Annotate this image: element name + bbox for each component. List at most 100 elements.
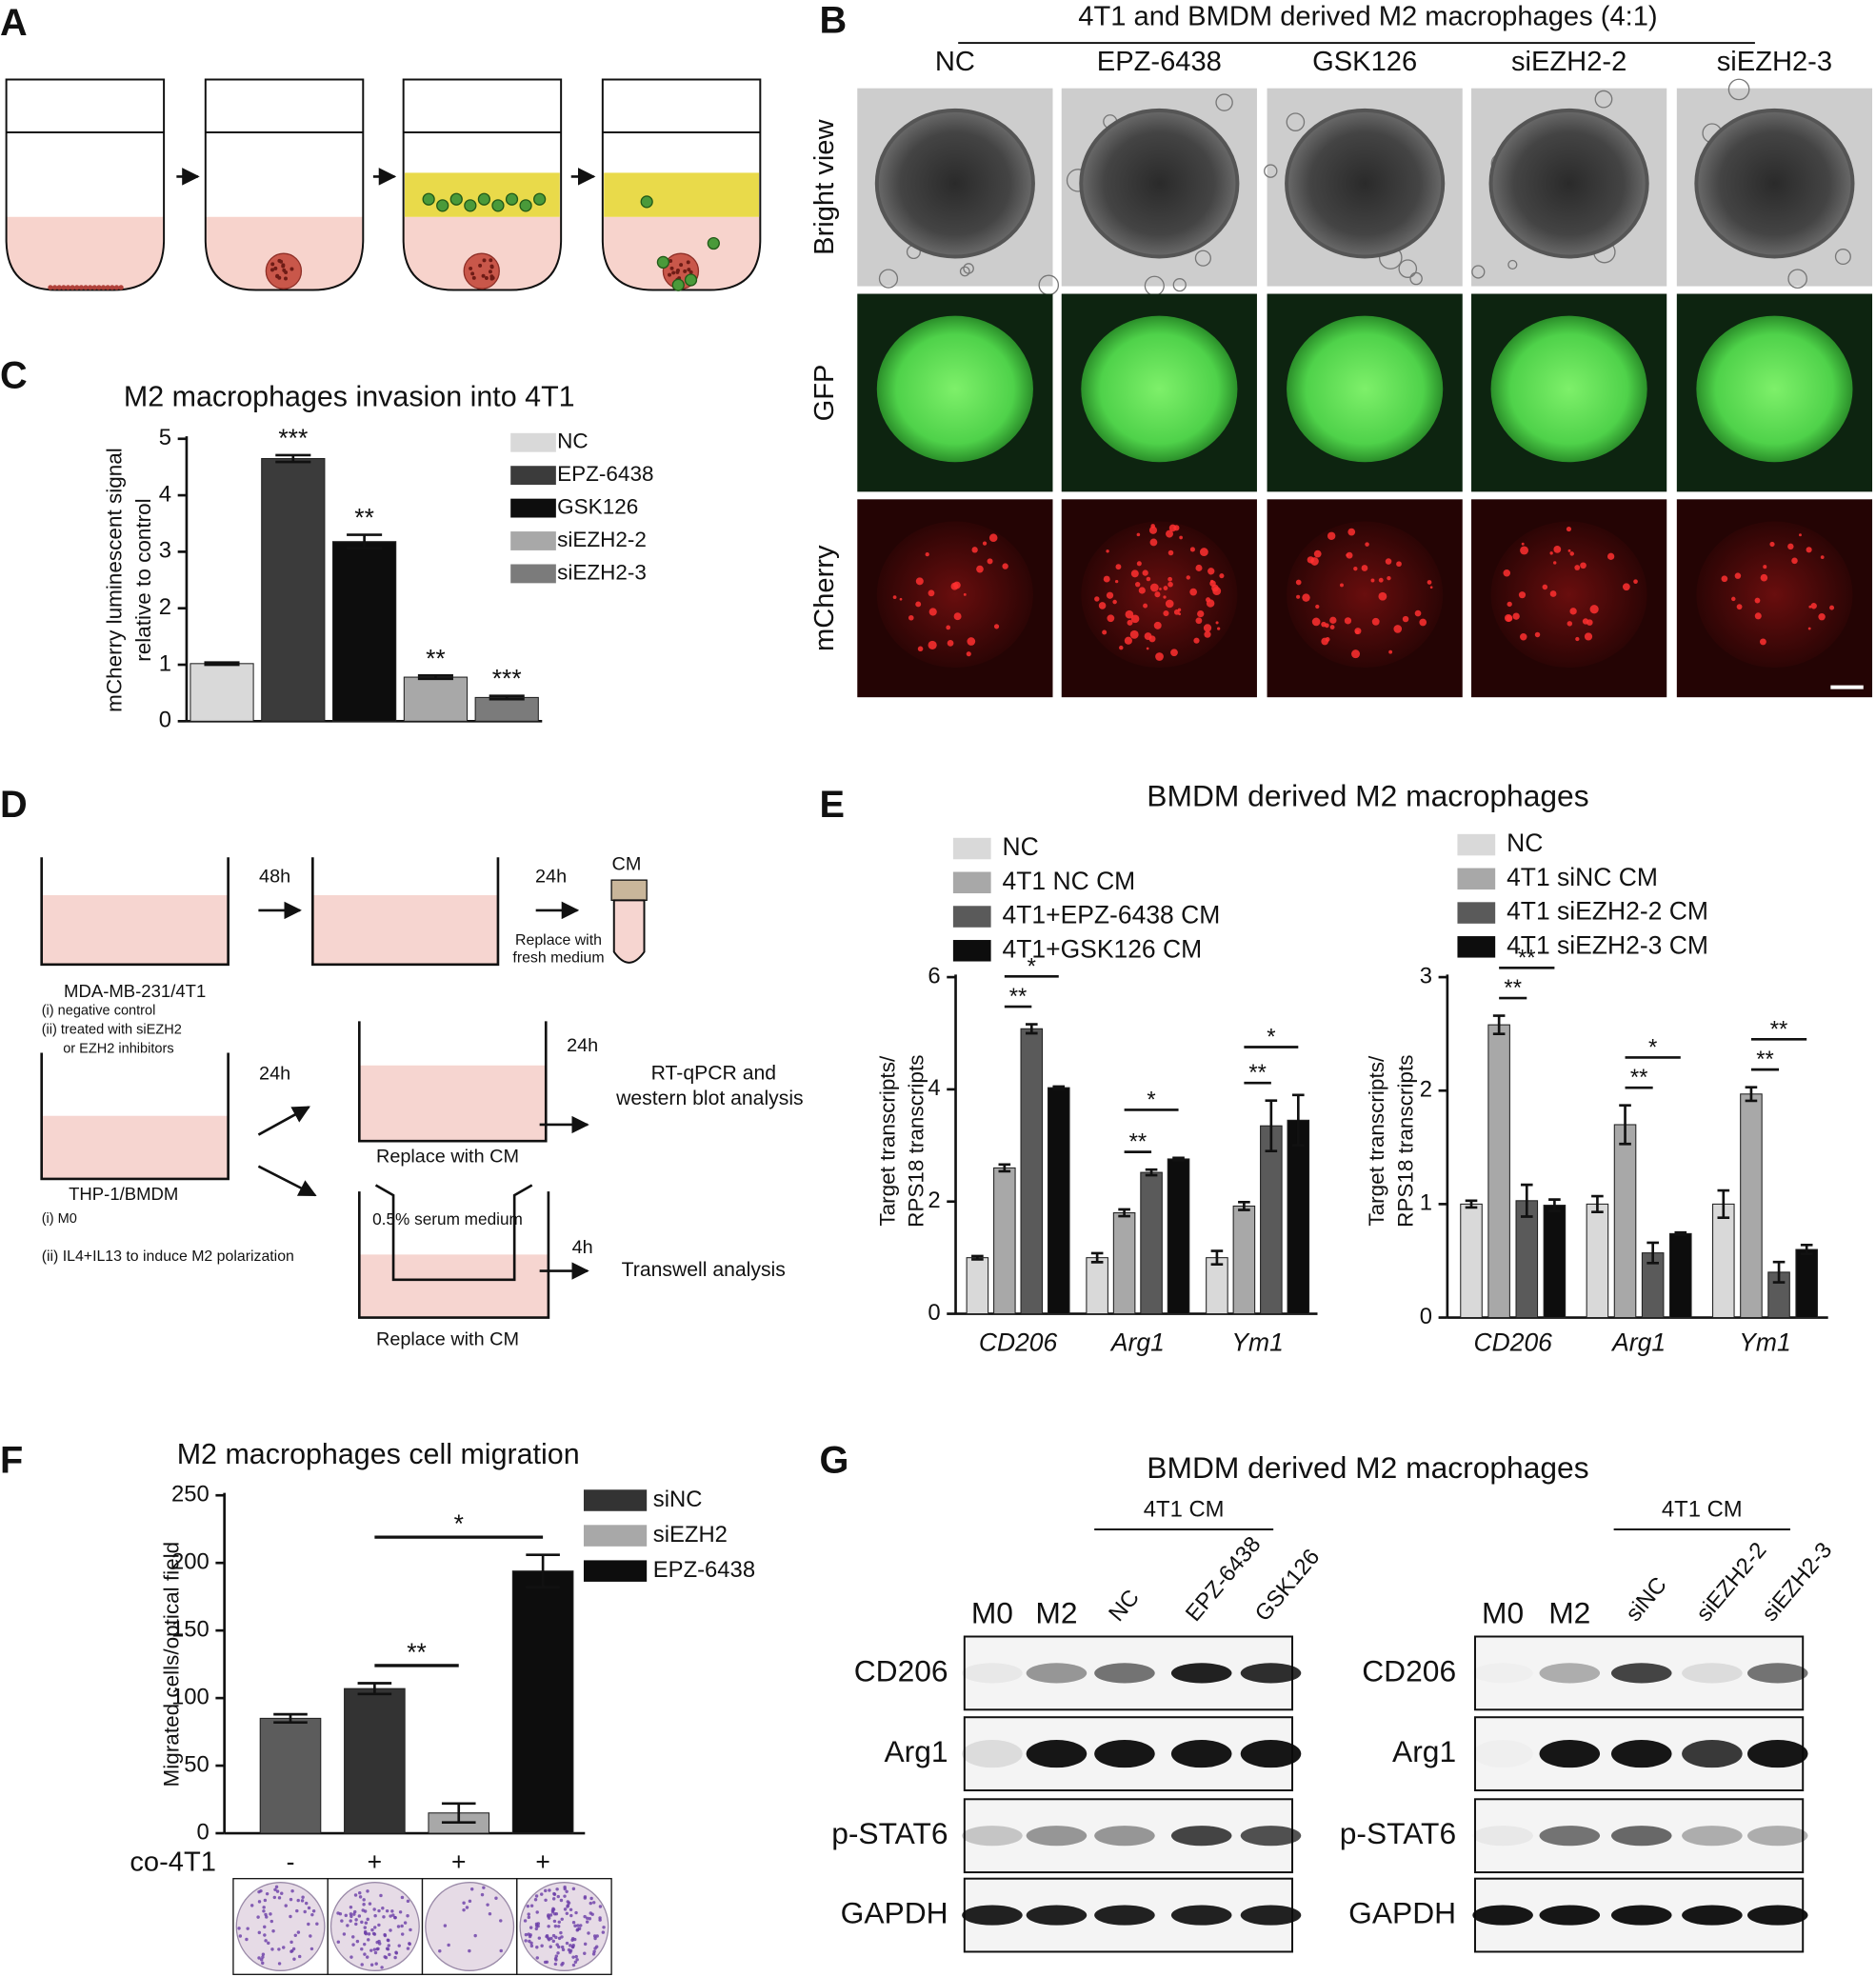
cell-dot — [295, 1908, 299, 1913]
cell-dot — [357, 1914, 362, 1918]
row-label: Arg1 — [1392, 1734, 1456, 1768]
legend-swatch — [952, 940, 991, 962]
label: 0.5% serum medium — [372, 1209, 523, 1228]
error-bar — [1118, 1208, 1130, 1218]
macrophage — [449, 192, 463, 206]
macrophage — [684, 273, 698, 287]
legend-swatch — [510, 466, 556, 486]
legend-label: 4T1 siEZH2-3 CM — [1507, 930, 1708, 959]
significance: ** — [354, 504, 374, 532]
cell-dot — [465, 1906, 469, 1909]
gfp-spheroid — [1490, 315, 1647, 463]
spheroid-dot — [689, 270, 693, 274]
bar — [259, 1717, 322, 1834]
spheroid-dot — [669, 259, 673, 263]
debris — [1787, 269, 1807, 290]
significance: * — [1267, 1025, 1275, 1050]
label: THP-1/BMDM — [69, 1184, 178, 1204]
spheroid-dot — [284, 270, 289, 274]
gfp-spheroid — [876, 315, 1033, 463]
bar — [1232, 1205, 1256, 1315]
mcherry-dot — [892, 595, 897, 599]
band — [1610, 1740, 1672, 1768]
transwell-image — [519, 1882, 609, 1971]
cell-dot — [360, 1920, 364, 1925]
mcherry-dot — [1574, 565, 1581, 570]
cell-dot — [591, 1901, 596, 1905]
spheroid-dot — [470, 271, 475, 276]
lane-label: M0 — [971, 1595, 1013, 1629]
well — [357, 1021, 548, 1143]
legend-label: siEZH2-3 — [557, 560, 647, 584]
medium — [359, 1254, 549, 1318]
mcherry-dot — [1189, 588, 1198, 596]
mcherry-dot — [1388, 649, 1393, 654]
spheroid-dot — [471, 275, 476, 280]
band — [1682, 1740, 1743, 1768]
cell-dot — [556, 1951, 560, 1955]
band — [1240, 1663, 1302, 1684]
significance: *** — [492, 665, 522, 693]
band — [962, 1905, 1023, 1926]
spheroid — [1285, 108, 1446, 259]
y-tick-label: 1 — [1420, 1190, 1432, 1216]
cell-dot — [362, 1898, 366, 1902]
spheroid-dot — [488, 270, 492, 274]
cell-dot — [315, 1922, 319, 1926]
mcherry-dot — [1173, 609, 1180, 615]
cell-dot — [473, 1933, 477, 1938]
cell-dot — [310, 1912, 314, 1917]
mcherry-dot — [1567, 549, 1571, 552]
mcherry-dot — [1387, 575, 1391, 581]
cell-dot — [354, 1918, 358, 1922]
cell-dot — [270, 1947, 274, 1951]
cell-dot — [389, 1928, 392, 1932]
error-bar — [347, 533, 383, 550]
cell-dot — [304, 1901, 309, 1906]
gfp-spheroid — [1696, 315, 1853, 463]
spheroid-dot — [686, 260, 690, 265]
significance: ** — [407, 1638, 427, 1667]
cell-dot — [400, 1924, 404, 1928]
cell-dot — [307, 1906, 311, 1910]
cell-dot — [379, 1893, 383, 1898]
mcherry-dot — [1569, 551, 1574, 556]
significance: ** — [426, 644, 446, 672]
bar — [1112, 1211, 1136, 1315]
cell-dot — [583, 1914, 587, 1919]
cell-dot — [534, 1924, 539, 1927]
cell-dot — [363, 1926, 367, 1929]
debris — [959, 266, 970, 277]
debris — [878, 269, 899, 289]
cell-dot — [373, 1913, 377, 1918]
cell-dot — [559, 1930, 563, 1935]
bar — [331, 541, 397, 722]
mcherry-dot — [1429, 586, 1433, 589]
transwell-image — [235, 1882, 326, 1971]
well — [204, 78, 365, 291]
mcherry-dot — [1155, 652, 1164, 661]
panel-title: 4T1 and BMDM derived M2 macrophages (4:1… — [1078, 1, 1657, 31]
label: 4h — [572, 1237, 593, 1258]
spheroid-dot — [482, 258, 487, 263]
mcherry-dot — [1136, 561, 1142, 567]
mcherry-dot — [987, 558, 993, 565]
cell-dot — [349, 1905, 353, 1909]
error-bar — [1772, 1260, 1786, 1284]
cell-dot — [277, 1947, 281, 1951]
chart-title: M2 macrophages invasion into 4T1 — [124, 380, 575, 412]
cell-dot — [601, 1930, 606, 1934]
cell — [78, 285, 85, 290]
mcherry-dot — [1589, 605, 1599, 614]
cell-dot — [447, 1943, 450, 1947]
cell-dot — [555, 1887, 559, 1891]
cell-dot — [369, 1948, 373, 1952]
mcherry-dot — [1791, 557, 1798, 565]
legend-label: 4T1 NC CM — [1003, 867, 1136, 895]
cell-dot — [468, 1948, 471, 1953]
mcherry-dot — [1503, 569, 1511, 577]
mcherry-dot — [1607, 552, 1615, 560]
mcherry-dot — [1204, 630, 1211, 638]
bar — [993, 1167, 1016, 1315]
band — [1682, 1905, 1743, 1926]
